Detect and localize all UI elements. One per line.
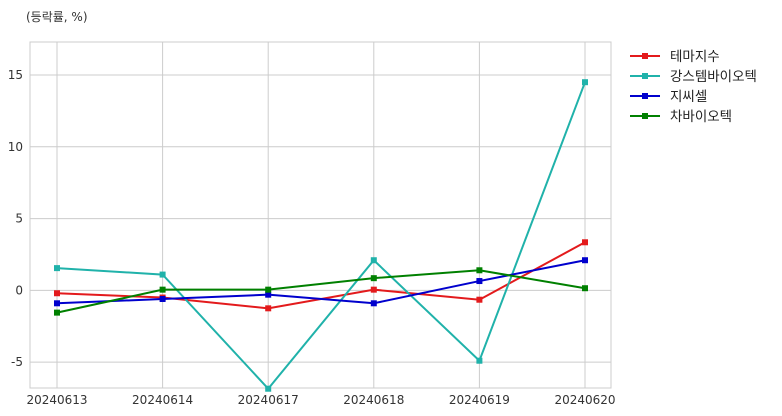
legend-label: 차바이오텍 [670,109,732,125]
unit-label: (등락률, %) [26,10,88,24]
x-tick-label: 20240614 [132,393,193,407]
data-point [54,265,60,272]
x-tick-label: 20240618 [343,393,404,407]
data-point [370,286,377,293]
legend-marker [642,93,648,99]
legend-item: 지씨셀 [630,89,707,105]
x-tick-label: 20240613 [26,393,87,407]
legend-item: 강스템바이오텍 [630,69,757,85]
plot-frame [29,41,612,389]
data-point [582,285,588,292]
data-point [265,305,272,312]
y-tick-label: 5 [15,212,23,226]
series-line [56,81,586,391]
data-point [54,309,60,316]
data-point [582,79,588,86]
legend-item: 테마지수 [630,49,720,65]
y-tick-label: 15 [8,68,23,82]
series-line [56,269,586,314]
series-3 [54,257,588,307]
grid-lines [30,42,611,388]
legend-label: 강스템바이오텍 [670,69,757,85]
data-point [159,286,166,293]
series-2 [54,79,588,392]
data-point [370,257,377,264]
legend-item: 차바이오텍 [630,109,732,125]
x-tick-label: 20240617 [238,393,299,407]
data-point [582,239,588,246]
legend-marker [642,73,648,79]
legend-label: 테마지수 [670,49,720,65]
x-tick-label: 20240620 [554,393,615,407]
data-point [265,286,272,293]
data-point [54,300,60,307]
y-tick-label: -5 [11,355,23,369]
y-tick-label: 10 [8,140,23,154]
y-axis: -5 0 5 10 15 [8,68,23,369]
data-point [370,300,377,307]
data-point [476,267,483,274]
x-axis: 20240613 20240614 20240617 20240618 20240619… [26,393,615,407]
data-point [54,290,60,297]
legend-label: 지씨셀 [670,89,707,105]
data-point [476,278,483,285]
series-group [54,79,588,392]
series-line [56,259,586,305]
data-point [265,385,272,392]
data-point [476,296,483,303]
data-point [159,271,166,278]
data-point [476,357,483,364]
data-point [265,291,272,298]
y-tick-label: 0 [15,283,23,297]
x-tick-label: 20240619 [449,393,510,407]
series-4 [54,267,588,316]
legend-marker [642,113,648,119]
data-point [159,295,166,302]
legend-marker [642,53,648,59]
data-point [582,257,588,264]
data-point [370,275,377,282]
